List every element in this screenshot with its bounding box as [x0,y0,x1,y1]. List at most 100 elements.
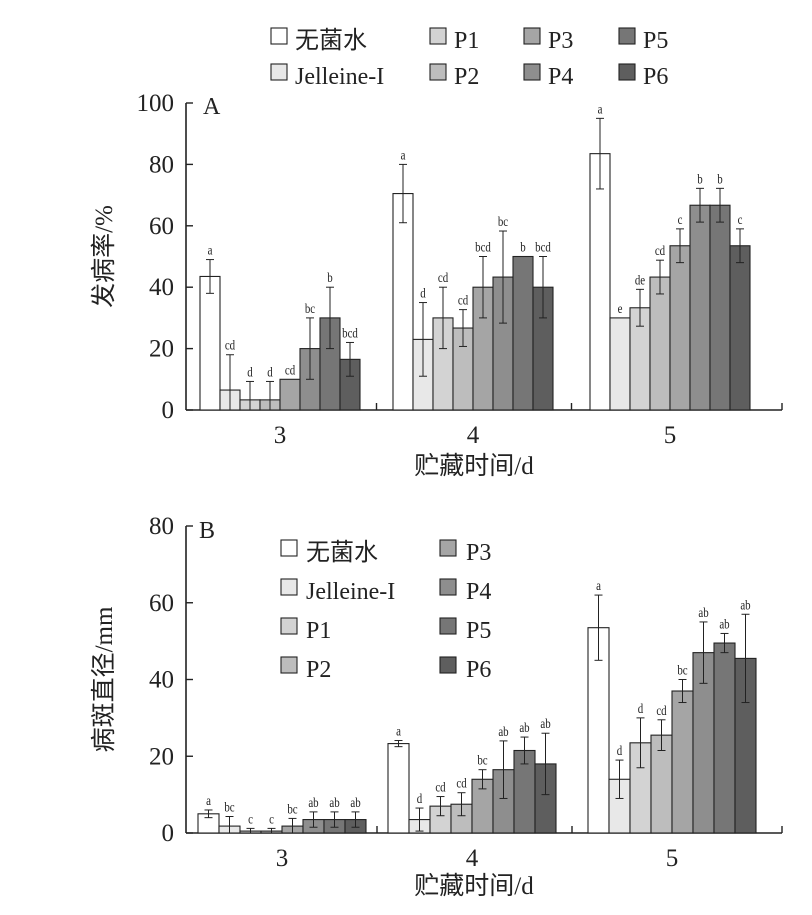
y-tick-label: 40 [149,667,174,694]
y-tick-label: 20 [149,336,174,363]
significance-label: bcd [475,239,491,255]
y-tick-label: 60 [149,213,174,240]
legend-swatch [523,27,541,45]
legend-swatch [270,27,288,45]
legend-label: P1 [454,28,479,54]
y-tick-label: 0 [162,820,175,847]
legend-label: P4 [548,64,573,90]
legend-item: Jelleine-I [280,578,395,605]
significance-label: bcd [535,239,551,255]
x-tick-label: 3 [274,422,287,449]
legend-swatch [429,63,447,81]
x-axis-title: 贮藏时间/d [414,452,534,480]
bar [689,204,711,411]
significance-label: e [618,301,623,317]
significance-label: de [635,272,646,288]
significance-label: cd [435,779,446,795]
significance-label: ab [519,720,529,736]
bar [387,743,410,834]
legend-label: P6 [643,64,668,90]
legend-swatch [280,617,298,635]
significance-label: bc [677,662,688,678]
legend-swatch [439,617,457,635]
significance-label: a [396,723,401,739]
x-axis-title: 贮藏时间/d [414,872,534,900]
significance-label: cd [285,362,296,378]
panel-letter: B [199,518,215,544]
bar [649,276,671,411]
significance-label: d [267,364,273,380]
legend-swatch [270,63,288,81]
bar [279,378,301,411]
significance-label: ab [308,795,318,811]
bar [671,690,694,834]
legend-label: Jelleine-I [295,64,384,90]
significance-label: a [598,101,603,117]
bar [392,193,414,411]
significance-label: c [738,212,743,228]
legend-label: P3 [548,28,573,54]
legend-item: P2 [280,656,331,683]
y-tick-label: 80 [149,513,174,540]
significance-label: bc [305,301,316,317]
bar [669,245,691,411]
legend-item: 无菌水 [270,27,367,54]
significance-label: ab [498,724,508,740]
legend-item: P3 [439,539,491,566]
y-tick-label: 60 [149,590,174,617]
significance-label: bcd [342,325,358,341]
significance-label: c [678,212,683,228]
x-tick-label: 5 [664,422,677,449]
legend-swatch [429,27,447,45]
legend-swatch [280,578,298,596]
legend-label: P4 [466,579,491,605]
legend-swatch [439,656,457,674]
bar [729,245,751,411]
significance-label: bc [224,799,235,815]
legend-item: P6 [618,63,668,90]
legend-item: P6 [439,656,491,683]
legend-item: P2 [429,63,479,90]
y-tick-label: 100 [137,90,175,117]
legend-label: P6 [466,657,491,683]
significance-label: b [520,239,525,255]
legend-label: 无菌水 [306,539,378,566]
significance-label: c [248,811,253,827]
significance-label: a [596,578,601,594]
bar [512,255,534,411]
y-tick-label: 80 [149,151,174,178]
legend-item: P4 [439,578,491,605]
significance-label: a [206,793,211,809]
y-tick-label: 40 [149,274,174,301]
legend-label: P5 [643,28,668,54]
bar [589,153,611,411]
significance-label: d [617,743,623,759]
legend-label: Jelleine-I [306,579,395,605]
legend-label: P1 [306,618,331,644]
significance-label: bc [287,801,298,817]
legend-item: P5 [618,27,668,54]
x-tick-label: 4 [467,422,480,449]
legend-item: P3 [523,27,573,54]
y-tick-label: 20 [149,743,174,770]
significance-label: a [208,242,213,258]
significance-label: b [717,171,722,187]
legend-swatch [618,27,636,45]
bar [609,317,631,411]
y-tick-label: 0 [162,397,175,424]
panel-letter: A [203,94,221,120]
legend-swatch [439,578,457,596]
y-axis-title: 病斑直径/mm [90,606,118,752]
significance-label: cd [456,775,467,791]
significance-label: c [269,811,274,827]
legend-item: P5 [439,617,491,644]
legend-swatch [280,539,298,557]
legend-label: P5 [466,618,491,644]
significance-label: d [417,791,423,807]
significance-label: cd [656,703,667,719]
significance-label: ab [540,716,550,732]
legend-label: P3 [466,540,491,566]
legend-item: P1 [429,27,479,54]
